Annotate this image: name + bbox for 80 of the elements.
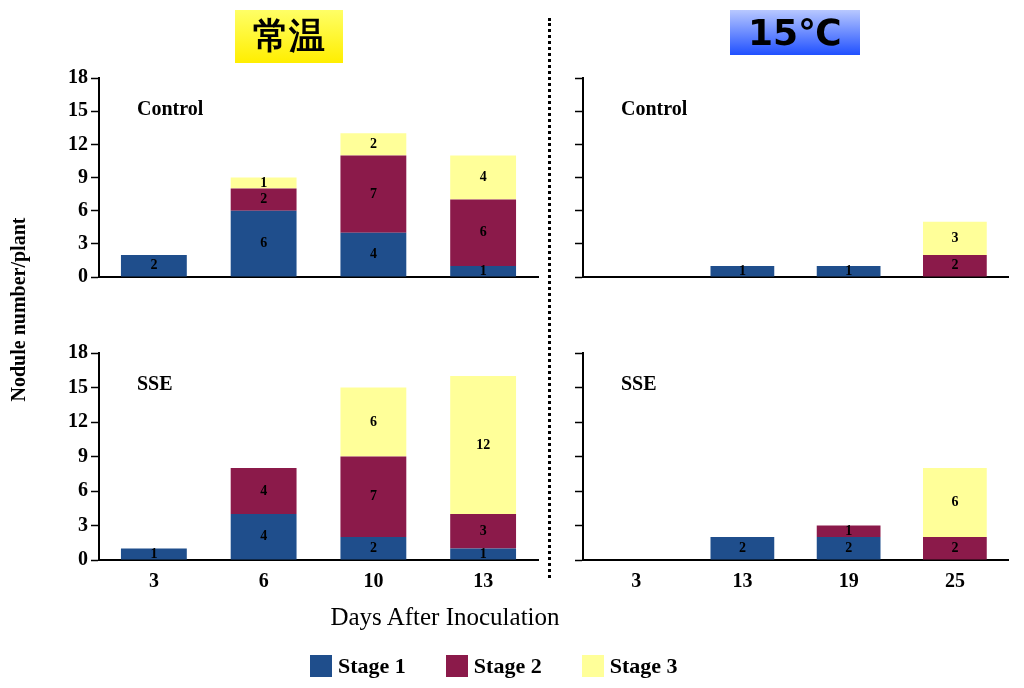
- data-label: 4: [260, 528, 268, 544]
- bar: [450, 548, 517, 560]
- data-label: 2: [951, 257, 959, 273]
- annotation: Control: [137, 97, 204, 120]
- bar: [120, 254, 187, 277]
- data-label: 1: [479, 262, 487, 278]
- bar: [450, 199, 517, 266]
- bar: [340, 155, 407, 233]
- bar: [340, 387, 407, 457]
- chart-title: 常温: [235, 10, 343, 63]
- x-tick-label: 10: [363, 569, 384, 592]
- data-label: 4: [260, 482, 268, 498]
- data-label: 3: [479, 522, 487, 538]
- y-tick-label: 18: [68, 340, 88, 363]
- data-label: 6: [951, 494, 959, 510]
- data-label: 6: [260, 235, 268, 251]
- legend-label: Stage 2: [473, 653, 542, 679]
- bar: [450, 514, 517, 549]
- bar: [340, 456, 407, 537]
- data-label: 2: [260, 191, 268, 207]
- y-tick-label: 15: [68, 374, 88, 397]
- data-label: 1: [845, 262, 853, 278]
- x-tick-label: 3: [631, 569, 642, 592]
- y-tick-label: 3: [78, 231, 88, 254]
- bar: [450, 376, 517, 514]
- bar: [450, 155, 517, 200]
- bar: [230, 468, 297, 514]
- data-label: 2: [738, 539, 746, 555]
- y-tick-label: 9: [78, 443, 88, 466]
- y-tick-label: 0: [78, 547, 88, 570]
- data-label: 4: [479, 169, 487, 185]
- data-label: 6: [369, 413, 377, 429]
- y-tick-label: 18: [68, 65, 88, 88]
- y-tick-label: 9: [78, 164, 88, 187]
- data-label: 6: [479, 224, 487, 240]
- y-tick-label: 0: [78, 264, 88, 287]
- annotation: Control: [621, 97, 688, 120]
- data-label: 2: [150, 257, 158, 273]
- annotation: SSE: [137, 372, 173, 395]
- x-axis-title: Days After Inoculation: [329, 603, 561, 631]
- x-tick-label: 19: [838, 569, 859, 592]
- bar: [230, 188, 297, 211]
- data-label: 1: [150, 545, 158, 561]
- data-label: 2: [951, 539, 959, 555]
- data-label: 2: [369, 539, 377, 555]
- bar: [340, 232, 407, 277]
- x-tick-label: 13: [732, 569, 753, 592]
- annotation: SSE: [621, 372, 657, 395]
- data-label: 7: [369, 185, 377, 201]
- x-tick-label: 13: [473, 569, 494, 592]
- bar: [120, 548, 187, 560]
- x-tick-label: 25: [944, 569, 965, 592]
- data-label: 7: [369, 488, 377, 504]
- y-tick-label: 12: [68, 409, 88, 432]
- y-axis-title: Nodule number/plant: [6, 216, 30, 404]
- data-label: 2: [845, 539, 853, 555]
- y-tick-label: 6: [78, 197, 88, 220]
- data-label: 4: [369, 246, 377, 262]
- legend-label: Stage 1: [338, 653, 406, 679]
- data-label: 1: [845, 522, 853, 538]
- data-label: 1: [738, 262, 746, 278]
- y-tick-label: 3: [78, 512, 88, 535]
- y-tick-label: 15: [68, 98, 88, 121]
- data-label: 2: [369, 135, 377, 151]
- x-tick-label: 6: [258, 569, 269, 592]
- x-tick-label: 3: [148, 569, 159, 592]
- bar: [230, 210, 297, 277]
- chart-title: 15℃: [730, 10, 860, 55]
- bar: [230, 177, 297, 189]
- bar: [450, 265, 517, 277]
- data-label: 3: [951, 229, 959, 245]
- data-label: 1: [479, 545, 487, 561]
- bar: [340, 133, 407, 156]
- data-label: 1: [260, 174, 268, 190]
- data-label: 12: [476, 436, 491, 452]
- y-tick-label: 12: [68, 131, 88, 154]
- bar: [340, 537, 407, 560]
- legend-label: Stage 3: [609, 653, 678, 679]
- bar: [230, 514, 297, 560]
- y-tick-label: 6: [78, 478, 88, 501]
